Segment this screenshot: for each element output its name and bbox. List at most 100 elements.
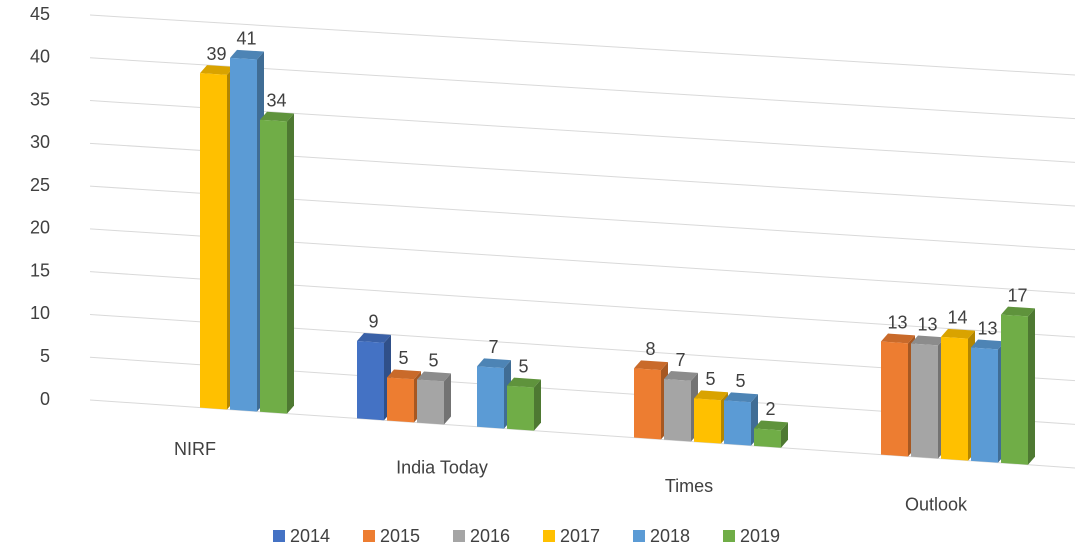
- bar: [664, 371, 698, 442]
- legend-swatch: [543, 530, 555, 542]
- legend-label: 2016: [470, 526, 510, 546]
- legend-label: 2017: [560, 526, 600, 546]
- bar-face: [694, 398, 721, 444]
- value-label: 5: [518, 356, 528, 376]
- value-label: 7: [675, 350, 685, 370]
- legend-label: 2014: [290, 526, 330, 546]
- y-tick-label: 0: [40, 389, 50, 409]
- legend-swatch: [273, 530, 285, 542]
- grid-line: [89, 14, 1076, 76]
- legend-label: 2019: [740, 526, 780, 546]
- bar-face: [754, 420, 788, 431]
- bar-face: [911, 335, 945, 346]
- bar-face: [941, 328, 975, 339]
- bar-face: [444, 373, 451, 425]
- bar-face: [971, 347, 998, 463]
- bar: [260, 111, 294, 414]
- bar-face: [724, 392, 758, 403]
- value-label: 5: [705, 369, 715, 389]
- bar-face: [781, 422, 788, 448]
- y-tick-label: 20: [30, 218, 50, 238]
- bar-face: [200, 73, 227, 410]
- bar: [357, 332, 391, 421]
- bar-face: [1028, 308, 1035, 465]
- bar-face: [417, 371, 451, 382]
- value-label: 39: [206, 44, 226, 64]
- y-tick-label: 25: [30, 175, 50, 195]
- bar: [387, 369, 421, 423]
- bar-face: [911, 343, 938, 459]
- value-label: 8: [645, 339, 655, 359]
- bar: [507, 377, 541, 431]
- x-tick-label: Outlook: [905, 494, 968, 514]
- value-label: 13: [977, 318, 997, 338]
- bar-face: [230, 57, 257, 412]
- bar-face: [534, 379, 541, 431]
- y-tick-label: 15: [30, 260, 50, 280]
- bar-face: [941, 336, 968, 461]
- value-label: 17: [1007, 285, 1027, 305]
- bar-face: [634, 360, 668, 371]
- bar: [881, 333, 915, 457]
- y-tick-label: 30: [30, 132, 50, 152]
- bar: [417, 371, 451, 425]
- value-label: 41: [236, 29, 256, 49]
- legend-label: 2018: [650, 526, 690, 546]
- y-tick-label: 10: [30, 303, 50, 323]
- y-tick-label: 5: [40, 346, 50, 366]
- bar: [754, 420, 788, 448]
- bar: [941, 328, 975, 461]
- bar-face: [260, 119, 287, 414]
- legend-label: 2015: [380, 526, 420, 546]
- y-tick-label: 45: [30, 4, 50, 24]
- bar-face: [260, 111, 294, 122]
- legend-swatch: [453, 530, 465, 542]
- bar-face: [387, 377, 414, 423]
- bar-face: [754, 428, 781, 448]
- bar-face: [357, 332, 391, 343]
- bar: [911, 335, 945, 459]
- value-label: 5: [398, 348, 408, 368]
- grid-line: [89, 399, 1076, 469]
- value-label: 13: [917, 314, 937, 334]
- bar-face: [387, 369, 421, 380]
- bar-face: [971, 339, 1005, 350]
- bar-face: [664, 379, 691, 442]
- bar-face: [357, 340, 384, 421]
- bar-face: [881, 333, 915, 344]
- bar-face: [200, 65, 234, 75]
- bar-face: [477, 358, 511, 369]
- bar-face: [1001, 314, 1028, 465]
- bar-face: [724, 400, 751, 446]
- bar: [971, 339, 1005, 463]
- y-tick-label: 40: [30, 47, 50, 67]
- bar-face: [287, 113, 294, 414]
- bar-face: [230, 49, 264, 60]
- value-label: 7: [488, 337, 498, 357]
- bar: [1001, 306, 1035, 465]
- bar: [230, 49, 264, 412]
- bar-face: [634, 368, 661, 440]
- value-label: 34: [266, 91, 286, 111]
- bar-face: [507, 377, 541, 388]
- bar: [694, 390, 728, 444]
- value-label: 2: [765, 399, 775, 419]
- x-tick-label: NIRF: [174, 439, 216, 459]
- value-label: 13: [887, 312, 907, 332]
- value-label: 5: [428, 350, 438, 370]
- bar-face: [1001, 306, 1035, 317]
- legend-swatch: [723, 530, 735, 542]
- legend-swatch: [363, 530, 375, 542]
- bar-face: [417, 379, 444, 425]
- bar-face: [881, 341, 908, 457]
- bar-face: [477, 366, 504, 429]
- x-tick-label: Times: [665, 476, 713, 496]
- value-label: 14: [947, 308, 967, 328]
- x-tick-label: India Today: [396, 457, 488, 477]
- value-label: 5: [735, 371, 745, 391]
- bar-face: [664, 371, 698, 381]
- bar: [634, 360, 668, 440]
- value-label: 9: [368, 312, 378, 332]
- bar: [477, 358, 511, 429]
